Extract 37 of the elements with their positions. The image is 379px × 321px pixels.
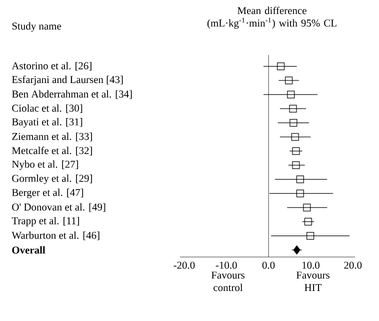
point	[291, 133, 299, 141]
point	[292, 161, 300, 169]
y-tick-label: Ziemann et al. [33]	[12, 132, 92, 142]
point	[285, 76, 293, 84]
x-tick-label: -20.0	[174, 262, 195, 269]
text: Study name	[12, 22, 62, 32]
y-tick-label: Ciolac et al. [30]	[12, 104, 82, 114]
x-tick-label: 10.0	[302, 262, 320, 269]
x-tick-label: 0.0	[262, 262, 275, 269]
y-tick-label: Trapp et al. [11]	[12, 216, 80, 226]
point	[289, 104, 297, 112]
y-tick-label: Nybo et al. [27]	[12, 160, 78, 170]
point	[303, 204, 311, 212]
y-tick-label: Metcalfe et al. [32]	[12, 146, 92, 156]
chart-title: Mean difference (mL·kg$^{-1}$·min$^{-1}$) with 95% CL	[207, 6, 336, 29]
point	[306, 232, 314, 240]
y-tick-label: Gormley et al. [29]	[12, 174, 92, 184]
point	[296, 190, 304, 198]
point	[304, 218, 312, 226]
point	[287, 90, 295, 98]
text: Favours control	[211, 272, 244, 292]
point	[276, 62, 285, 70]
x-tick-label: -10.0	[216, 262, 237, 269]
y-tick-label: Astorino et al. [26]	[12, 62, 92, 71]
y-tick-label: O' Donovan et al. [49]	[12, 203, 106, 212]
y-tick-label: Bayati et al. [31]	[12, 118, 82, 128]
y-tick-label: Warburton et al. [46]	[12, 231, 100, 240]
text: Favours HIT	[296, 272, 330, 291]
point	[290, 119, 298, 127]
y-tick-label: Esfarjani and Laursen [43]	[12, 76, 123, 86]
y-tick-label: Overall	[12, 246, 46, 254]
x-tick-label: 20.0	[344, 262, 362, 269]
y-tick-label: Berger et al. [47]	[12, 188, 84, 198]
point	[292, 147, 300, 155]
point	[293, 245, 300, 255]
y-tick-label: Ben Abderrahman et al. [34]	[12, 90, 132, 99]
point	[296, 176, 304, 184]
